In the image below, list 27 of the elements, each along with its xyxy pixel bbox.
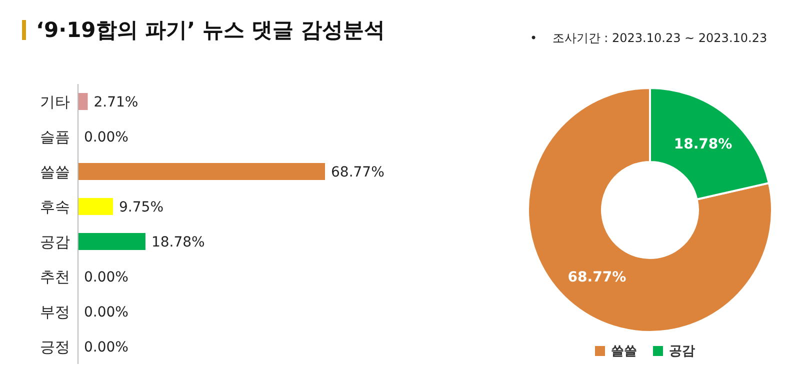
data-label: 0.00% bbox=[84, 340, 128, 356]
bar bbox=[78, 233, 146, 250]
data-label: 0.00% bbox=[84, 304, 128, 320]
data-label: 18.78% bbox=[151, 234, 205, 250]
legend-label: 쓸쓸 bbox=[610, 343, 637, 360]
data-label: 18.78% bbox=[674, 136, 732, 153]
y-tick-label: 공감 bbox=[40, 232, 70, 251]
y-tick-label: 후속 bbox=[40, 198, 70, 216]
data-label: 68.77% bbox=[331, 164, 384, 180]
y-tick-label: 슬픔 bbox=[40, 128, 70, 146]
y-tick-label: 쓸쓸 bbox=[40, 162, 70, 181]
data-label: 0.00% bbox=[84, 270, 128, 286]
bar bbox=[78, 163, 325, 180]
donut-slice bbox=[527, 87, 773, 333]
bar bbox=[78, 198, 114, 215]
data-label: 0.00% bbox=[84, 130, 128, 146]
y-tick-label: 부정 bbox=[40, 302, 70, 321]
chart-title: ‘9·19합의 파기’ 뉴스 댓글 감성분석 bbox=[36, 17, 386, 44]
data-label: 68.77% bbox=[568, 269, 626, 286]
legend-label: 공감 bbox=[668, 343, 695, 360]
data-label: 2.71% bbox=[94, 94, 138, 110]
data-label: 9.75% bbox=[119, 200, 164, 216]
text: • 조사기간 : 2023.10.23 ~ 2023.10.23 bbox=[530, 31, 768, 45]
bar bbox=[78, 93, 88, 110]
y-tick-label: 긍정 bbox=[40, 338, 70, 356]
y-tick-label: 추천 bbox=[40, 268, 70, 286]
y-tick-label: 기타 bbox=[40, 92, 70, 111]
